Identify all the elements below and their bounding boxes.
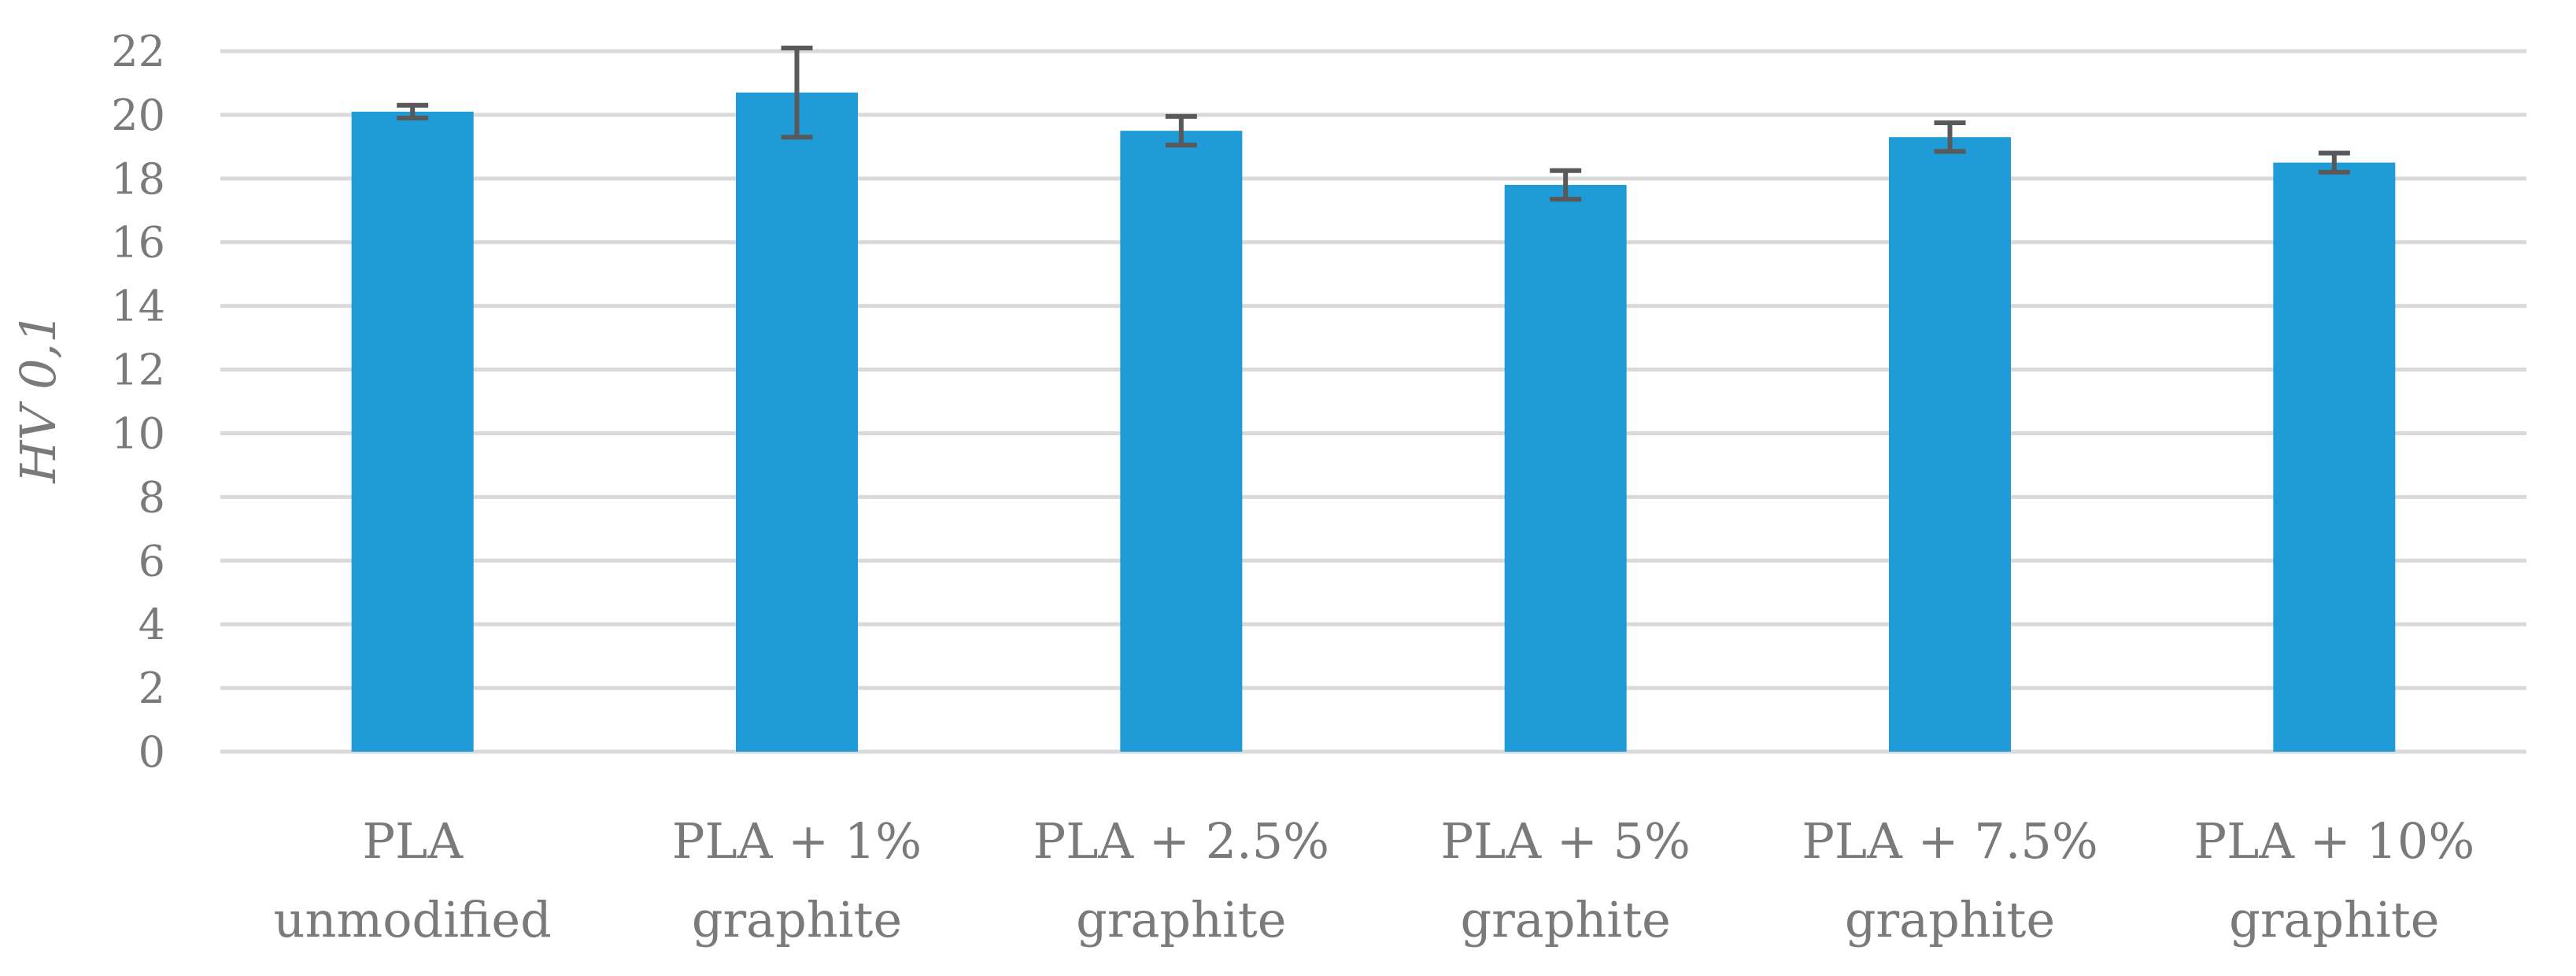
y-tick-label: 22 (111, 27, 165, 76)
x-tick-label: PLA + 2.5% graphite (1033, 812, 1330, 948)
y-axis-title: HV 0,1 (9, 312, 67, 483)
gridlines (220, 49, 2526, 754)
bar (1889, 137, 2011, 752)
bar (351, 111, 474, 752)
x-tick-label: PLA + 10% graphite (2193, 812, 2474, 948)
error-bars (397, 45, 2350, 202)
error-bar (2318, 150, 2350, 175)
y-axis-ticks: 0 2 4 6 8 10 12 14 16 18 20 22 (111, 27, 165, 777)
y-tick-label: 8 (139, 472, 165, 522)
x-tick-label: PLA unmodified (274, 812, 552, 948)
error-bar (1165, 113, 1197, 148)
y-tick-label: 16 (111, 218, 165, 268)
y-tick-label: 0 (139, 727, 165, 777)
bars (351, 92, 2396, 752)
x-tick-label: PLA + 5% graphite (1440, 812, 1690, 948)
error-bar (397, 102, 429, 120)
bar (1504, 184, 1627, 752)
bar (736, 92, 858, 752)
y-tick-label: 6 (139, 536, 165, 586)
bar (1120, 131, 1243, 752)
y-tick-label: 20 (111, 91, 165, 140)
y-tick-label: 14 (111, 282, 165, 331)
error-bar (781, 45, 813, 140)
error-bar (1550, 168, 1582, 202)
x-axis-labels: PLA unmodified PLA + 1% graphite PLA + 2.5% g… (274, 812, 2475, 948)
y-tick-label: 12 (111, 346, 165, 395)
y-tick-label: 18 (111, 154, 165, 204)
error-bar (1934, 120, 1966, 154)
y-tick-label: 4 (139, 600, 165, 649)
y-tick-label: 2 (139, 664, 165, 713)
y-tick-label: 10 (111, 409, 165, 458)
x-tick-label: PLA + 7.5% graphite (1802, 812, 2098, 948)
x-tick-label: PLA + 1% graphite (672, 812, 922, 948)
bar (2273, 162, 2396, 752)
